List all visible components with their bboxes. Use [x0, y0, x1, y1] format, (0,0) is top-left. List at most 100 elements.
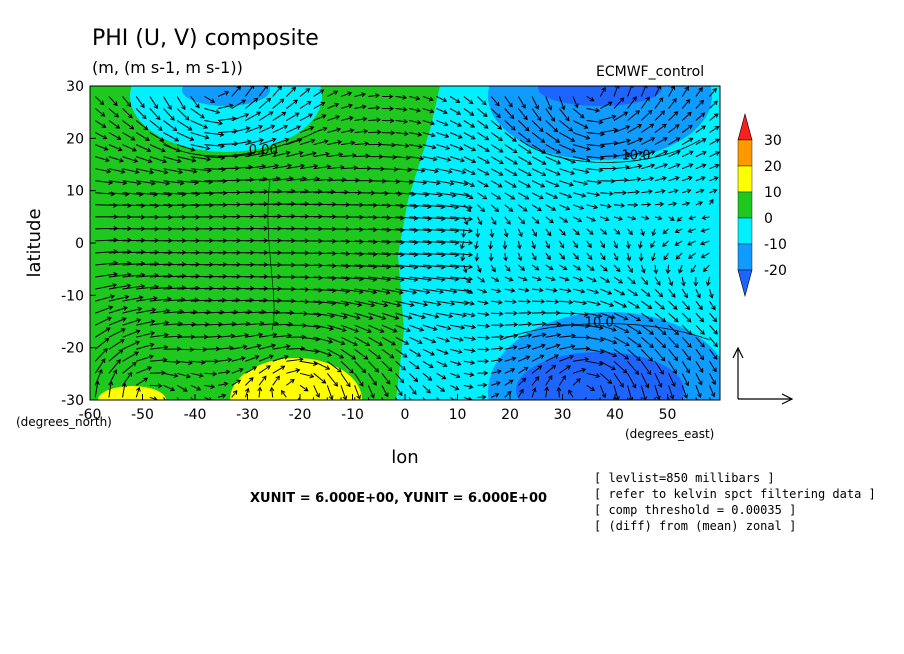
wind-vector-shaft: [108, 96, 118, 106]
wind-vector-head: [687, 124, 693, 130]
wind-vector-head: [700, 330, 705, 335]
wind-vector: [176, 397, 180, 400]
wind-vector: [654, 385, 661, 400]
wind-vector-head: [593, 204, 599, 210]
wind-vector-shaft: [600, 142, 618, 146]
wind-vector: [163, 273, 187, 279]
wind-vector-head: [293, 99, 298, 105]
wind-vector: [586, 264, 595, 271]
wind-vector: [312, 397, 315, 400]
wind-vector: [490, 192, 502, 200]
wind-vector-head: [687, 176, 693, 181]
wind-vector: [272, 163, 293, 170]
wind-vector: [531, 343, 546, 350]
wind-vector: [586, 107, 600, 113]
wind-vector-head: [298, 150, 304, 156]
wind-vector-head: [379, 328, 385, 333]
wind-vector-shaft: [436, 384, 445, 392]
wind-vector: [668, 201, 678, 207]
wind-vector: [136, 342, 155, 350]
wind-vector: [532, 310, 547, 316]
wind-vector-head: [545, 243, 551, 249]
wind-vector: [177, 273, 201, 279]
wind-vector-shaft: [490, 132, 503, 141]
wind-vector-shaft: [436, 300, 455, 305]
wind-vector-shaft: [504, 108, 514, 119]
wind-vector: [149, 203, 173, 209]
wind-vector-shaft: [586, 360, 603, 365]
wind-vector-head: [700, 240, 705, 246]
wind-vector-shaft: [504, 192, 515, 200]
wind-vector: [559, 354, 575, 362]
wind-vector-shaft: [422, 204, 445, 208]
wind-vector-head: [344, 189, 349, 195]
wind-vector-shaft: [490, 168, 503, 176]
wind-vector-head: [117, 146, 123, 152]
wind-vector-shaft: [258, 365, 271, 374]
wind-vector: [504, 216, 511, 225]
wind-vector-shaft: [518, 132, 531, 143]
wind-vector-shaft: [163, 275, 186, 278]
wind-vector-head: [662, 229, 668, 235]
wind-vector-shaft: [613, 166, 629, 170]
wind-vector-head: [471, 146, 477, 152]
wind-vector-shaft: [327, 179, 346, 182]
y-tick-label: 10: [66, 184, 84, 200]
wind-vector-head: [675, 150, 681, 155]
wind-vector-shaft: [245, 165, 266, 170]
wind-vector: [354, 348, 369, 360]
wind-vector-shaft: [687, 240, 697, 246]
wind-vector-shaft: [408, 385, 417, 395]
wind-vector: [340, 324, 360, 333]
wind-vector: [95, 271, 118, 278]
wind-vector: [682, 176, 693, 182]
wind-vector-shaft: [422, 240, 445, 244]
wind-vector-shaft: [272, 334, 292, 338]
wind-vector-shaft: [436, 204, 459, 208]
wind-vector: [708, 288, 714, 299]
wind-vector-head: [223, 381, 229, 387]
wind-vector-shaft: [395, 144, 409, 147]
wind-vector: [354, 104, 367, 110]
wind-vector: [381, 93, 394, 99]
wind-vector-head: [318, 201, 323, 207]
wind-vector-shaft: [559, 204, 570, 210]
wind-vector-shaft: [327, 336, 345, 345]
wind-vector: [354, 360, 367, 374]
wind-vector-head: [164, 332, 169, 338]
wind-vector: [269, 386, 275, 398]
wind-vector-shaft: [408, 372, 418, 382]
wind-vector: [491, 357, 503, 363]
wind-vector: [701, 215, 710, 221]
wind-vector-head: [274, 163, 280, 169]
wind-vector: [545, 264, 554, 271]
wind-vector-shaft: [668, 312, 679, 323]
wind-vector-shaft: [545, 344, 560, 350]
wind-vector: [218, 345, 234, 351]
wind-vector: [709, 87, 717, 97]
wind-vector-head: [584, 169, 590, 174]
wind-vector-head: [112, 369, 118, 375]
wind-vector-shaft: [176, 108, 190, 121]
wind-vector-shaft: [613, 179, 628, 182]
wind-vector-shaft: [436, 108, 448, 114]
wind-vector-shaft: [678, 264, 683, 273]
wind-vector: [122, 180, 142, 186]
wind-vector-shaft: [689, 216, 696, 220]
wind-vector-shaft: [409, 264, 432, 268]
wind-vector-shaft: [558, 252, 565, 260]
wind-vector-head: [660, 304, 665, 310]
wind-vector-shaft: [108, 108, 119, 118]
wind-vector-shaft: [436, 336, 450, 342]
wind-vector-shaft: [422, 288, 444, 293]
wind-vector-shaft: [313, 153, 330, 158]
wind-vector-head: [272, 150, 278, 156]
wind-vector-shaft: [122, 383, 126, 398]
wind-vector-head: [688, 137, 694, 143]
wind-vector-head: [214, 358, 219, 364]
wind-vector-head: [638, 244, 643, 250]
wind-vector-head: [671, 382, 676, 388]
wind-vector-head: [698, 87, 703, 92]
wind-vector-head: [672, 369, 677, 375]
wind-vector-shaft: [136, 366, 152, 374]
